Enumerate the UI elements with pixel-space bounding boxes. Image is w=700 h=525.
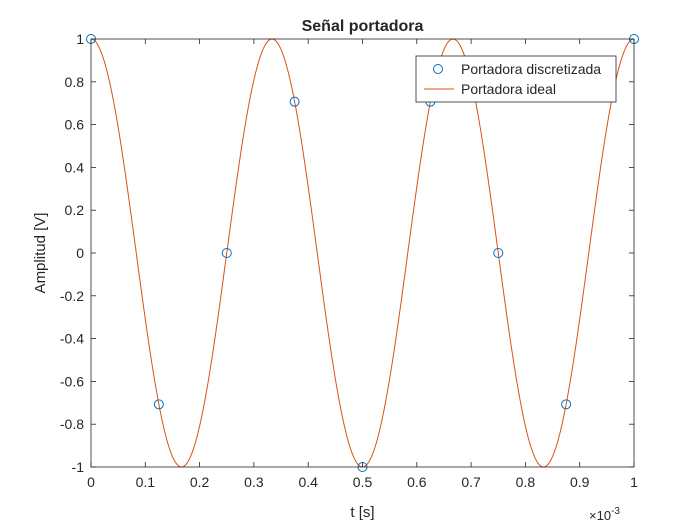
y-tick-label: 0.8 — [65, 74, 85, 90]
x-tick-label: 0.1 — [136, 474, 156, 490]
legend: Portadora discretizada Portadora ideal — [415, 55, 617, 103]
sample-point-marker — [493, 248, 504, 258]
chart-title: Señal portadora — [302, 18, 424, 35]
x-tick-label: 0.3 — [244, 474, 264, 490]
legend-marker-discrete — [433, 64, 443, 74]
x-tick-label: 0 — [87, 474, 95, 490]
x-tick-label: 0.2 — [190, 474, 210, 490]
x-axis-label: t [s] — [350, 504, 374, 521]
legend-box — [415, 55, 617, 103]
y-tick-label: 0.2 — [65, 202, 85, 218]
y-tick-label: -0.4 — [60, 331, 84, 347]
x-tick-label: 0.7 — [461, 474, 481, 490]
x-axis: 0 0.1 0.2 0.3 0.4 0.5 0.6 0.7 0.8 0.9 1 — [87, 39, 638, 490]
x-tick-label: 1 — [630, 474, 638, 490]
x-axis-exponent-power: -3 — [611, 506, 620, 517]
x-axis-exponent: ×10-3 — [589, 506, 620, 523]
y-tick-label: -0.8 — [60, 416, 84, 432]
y-tick-label: 0 — [76, 245, 84, 261]
plot-area — [91, 39, 634, 467]
x-tick-label: 0.4 — [298, 474, 318, 490]
sample-point-marker — [153, 399, 164, 410]
x-tick-label: 0.6 — [407, 474, 427, 490]
legend-label-ideal: Portadora ideal — [461, 81, 556, 97]
y-axis-label: Amplitud [V] — [32, 213, 49, 294]
sample-point-marker — [221, 248, 232, 258]
x-tick-label: 0.5 — [353, 474, 373, 490]
y-tick-label: 0.6 — [65, 117, 85, 133]
y-tick-label: -0.6 — [60, 373, 84, 389]
x-tick-label: 0.8 — [516, 474, 536, 490]
x-tick-label: 0.9 — [570, 474, 590, 490]
y-tick-label: -1 — [72, 459, 85, 475]
legend-label-discrete: Portadora discretizada — [461, 61, 601, 77]
y-axis: -1 -0.8 -0.6 -0.4 -0.2 0 0.2 0.4 0.6 0.8 1 — [60, 31, 634, 475]
y-tick-label: 1 — [76, 31, 84, 47]
y-tick-label: 0.4 — [65, 159, 85, 175]
sample-point-marker — [561, 399, 572, 410]
x-axis-exponent-base: ×10 — [589, 508, 611, 523]
y-tick-label: -0.2 — [60, 288, 84, 304]
sample-point-marker — [289, 96, 300, 107]
